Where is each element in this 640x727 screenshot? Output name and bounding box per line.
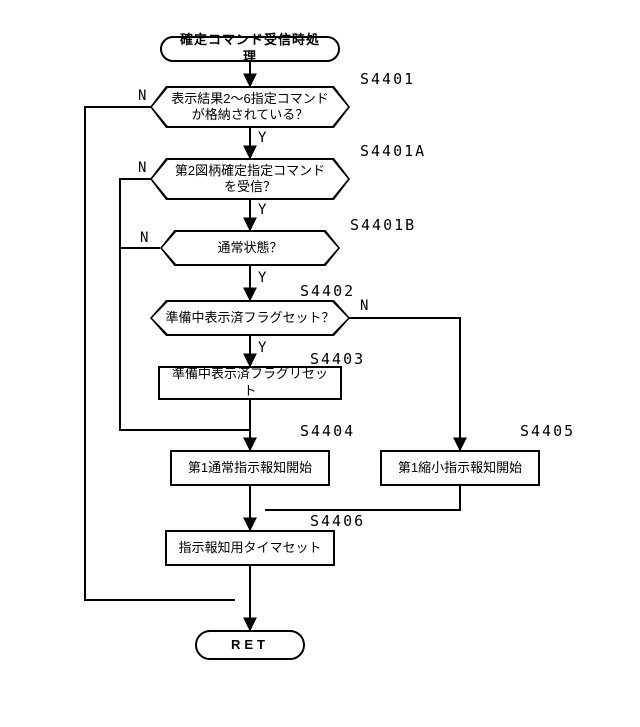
d3-yes: Y <box>258 270 266 286</box>
end-terminator: RET <box>195 630 305 660</box>
label-s4406: S4406 <box>310 512 365 530</box>
decision-s4401a: 第2図柄確定指定コマンド を受信？ <box>150 158 350 200</box>
process-s4403-text: 準備中表示済フラグリセット <box>170 366 330 400</box>
d2-yes: Y <box>258 202 266 218</box>
decision-s4401a-text: 第2図柄確定指定コマンド を受信？ <box>152 160 348 198</box>
label-s4404: S4404 <box>300 422 355 440</box>
label-s4402: S4402 <box>300 282 355 300</box>
decision-s4401b: 通常状態？ <box>160 230 340 266</box>
label-s4401: S4401 <box>360 70 415 88</box>
process-s4403: 準備中表示済フラグリセット <box>158 366 342 400</box>
decision-s4402-text: 準備中表示済フラグセット？ <box>152 302 348 334</box>
end-text: RET <box>231 637 269 654</box>
label-s4403: S4403 <box>310 350 365 368</box>
start-terminator: 確定コマンド受信時処理 <box>160 36 340 62</box>
decision-s4401: 表示結果2～6指定コマンド が格納されている？ <box>150 86 350 128</box>
decision-s4401-text: 表示結果2～6指定コマンド が格納されている？ <box>152 88 348 126</box>
start-text: 確定コマンド受信時処理 <box>180 32 320 66</box>
process-s4405-text: 第1縮小指示報知開始 <box>398 460 522 477</box>
d3-no: N <box>140 230 148 246</box>
decision-s4402: 準備中表示済フラグセット？ <box>150 300 350 336</box>
d4-yes: Y <box>258 340 266 356</box>
d1-no: N <box>138 88 146 104</box>
d1-yes: Y <box>258 130 266 146</box>
process-s4406-text: 指示報知用タイマセット <box>178 540 321 557</box>
label-s4405: S4405 <box>520 422 575 440</box>
d4-no: N <box>360 298 368 314</box>
decision-s4401b-text: 通常状態？ <box>162 232 338 264</box>
label-s4401b: S4401B <box>350 216 416 234</box>
process-s4406: 指示報知用タイマセット <box>165 530 335 566</box>
process-s4405: 第1縮小指示報知開始 <box>380 450 540 486</box>
d2-no: N <box>138 160 146 176</box>
process-s4404: 第1通常指示報知開始 <box>170 450 330 486</box>
label-s4401a: S4401A <box>360 142 426 160</box>
process-s4404-text: 第1通常指示報知開始 <box>188 460 312 477</box>
flowchart-canvas: 確定コマンド受信時処理 表示結果2～6指定コマンド が格納されている？ S440… <box>0 0 640 727</box>
